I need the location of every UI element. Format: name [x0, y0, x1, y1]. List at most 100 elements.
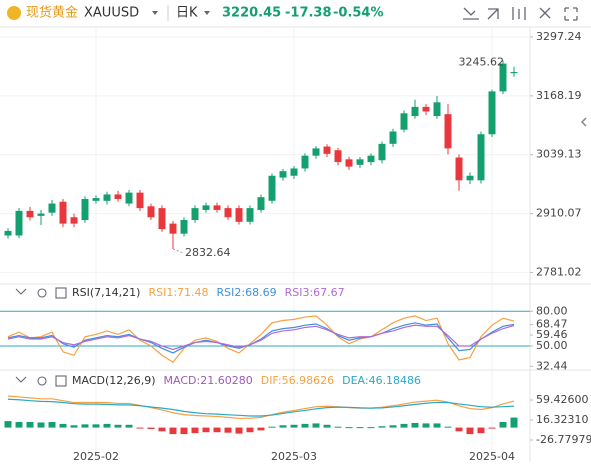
macd-settings[interactable] [37, 376, 47, 386]
candle-body [158, 208, 166, 230]
period-dropdown[interactable] [204, 11, 210, 15]
candle-body [59, 201, 67, 224]
high-label: 3245.62 [459, 56, 505, 69]
rsi-hide[interactable] [15, 288, 27, 295]
indicator-line [7, 324, 515, 351]
candle-body [422, 106, 430, 112]
candle-body [224, 208, 232, 218]
macd-bar [510, 417, 518, 428]
candle-body [301, 155, 309, 169]
y-tick-label: 2781.02 [536, 265, 582, 278]
macd-bar [345, 427, 353, 429]
candle-body [400, 113, 408, 130]
candle-body [70, 217, 78, 224]
candle-body [411, 106, 419, 117]
macd-bar [26, 422, 34, 428]
low-leader [172, 248, 184, 254]
candle-body [334, 150, 342, 163]
y-tick-label: 68.47 [536, 318, 568, 331]
macd-bar [125, 424, 133, 428]
x-tick-label: 2025-02 [73, 450, 119, 463]
macd-bar [312, 423, 320, 428]
candle-body [455, 157, 463, 181]
change: -17.38 [285, 6, 332, 21]
candle-body [510, 72, 518, 74]
candle-body [125, 192, 133, 204]
macd-bar [147, 427, 155, 429]
indicator-title: MACD(12,26,9) [72, 374, 156, 387]
y-tick-label: 16.32310 [536, 413, 589, 426]
indicator-line [7, 315, 515, 364]
period[interactable]: 日K [176, 6, 198, 21]
rsi-settings[interactable] [37, 288, 47, 298]
candle-body [257, 197, 265, 210]
macd-bar [411, 422, 419, 428]
x-tick-label: 2025-03 [271, 450, 317, 463]
collapse-button[interactable] [580, 117, 587, 127]
macd-bar [378, 426, 386, 428]
instrument-symbol[interactable]: XAUUSD [84, 6, 139, 21]
macd-bar [81, 424, 89, 428]
macd-bar [444, 426, 452, 428]
macd-bar [59, 423, 67, 428]
macd-line [7, 395, 515, 419]
low-label: 2832.64 [185, 246, 231, 259]
candle-body [246, 208, 254, 222]
macd-bar [37, 422, 45, 428]
candle-body [136, 192, 144, 209]
y-tick-label: 59.46 [536, 328, 568, 341]
indicator-tool[interactable] [487, 8, 499, 20]
candle-body [433, 102, 441, 117]
macd-bar [4, 421, 12, 428]
x-tick-label: 2025-04 [469, 450, 515, 463]
macd-bar [70, 425, 78, 428]
candle-body [356, 159, 364, 165]
change-pct: -0.54% [333, 6, 384, 21]
symbol-dropdown[interactable] [152, 11, 158, 15]
candle-body [367, 155, 375, 163]
macd-bar [202, 427, 210, 433]
candle-body [466, 175, 474, 181]
chart-type[interactable] [512, 7, 526, 20]
candle-body [37, 213, 45, 216]
candle-body [290, 168, 298, 176]
candle-body [477, 134, 485, 181]
macd-bar [180, 427, 188, 435]
macd-bar [389, 425, 397, 428]
rsi-toggle[interactable] [55, 287, 67, 299]
y-tick-label: 59.42600 [536, 393, 589, 406]
fullscreen[interactable] [564, 7, 578, 21]
y-tick-label: -26.77979 [536, 433, 591, 446]
macd-bar [422, 423, 430, 428]
candle-body [15, 210, 23, 236]
legend-entry: DEA:46.18486 [342, 374, 421, 387]
candle-body [169, 223, 177, 234]
y-tick-label: 80.00 [536, 304, 568, 317]
candle-body [279, 171, 287, 178]
macd-bar [48, 422, 56, 428]
compare[interactable] [539, 7, 551, 19]
indicator-line [7, 322, 515, 354]
candle-body [444, 114, 452, 149]
macd-hide[interactable] [15, 376, 27, 383]
draw-tool[interactable] [463, 7, 479, 20]
y-tick-label: 50.00 [536, 339, 568, 352]
instrument-name[interactable]: 现货黄金 [26, 5, 78, 21]
y-tick-label: 32.44 [536, 359, 568, 372]
macd-bar [477, 427, 485, 434]
candle-body [92, 198, 100, 201]
macd-bar [136, 427, 144, 429]
macd-bar [334, 426, 342, 428]
macd-bar [169, 427, 177, 435]
macd-bar [466, 427, 474, 435]
candle-body [81, 199, 89, 220]
candle-body [213, 205, 221, 210]
macd-bar [367, 427, 375, 429]
macd-toggle[interactable] [55, 375, 67, 387]
legend-entry: RSI2:68.69 [217, 286, 277, 299]
y-tick-label: 3168.19 [536, 89, 582, 102]
candle-body [488, 91, 496, 135]
gold-icon [7, 6, 21, 20]
macd-bar [235, 427, 243, 434]
